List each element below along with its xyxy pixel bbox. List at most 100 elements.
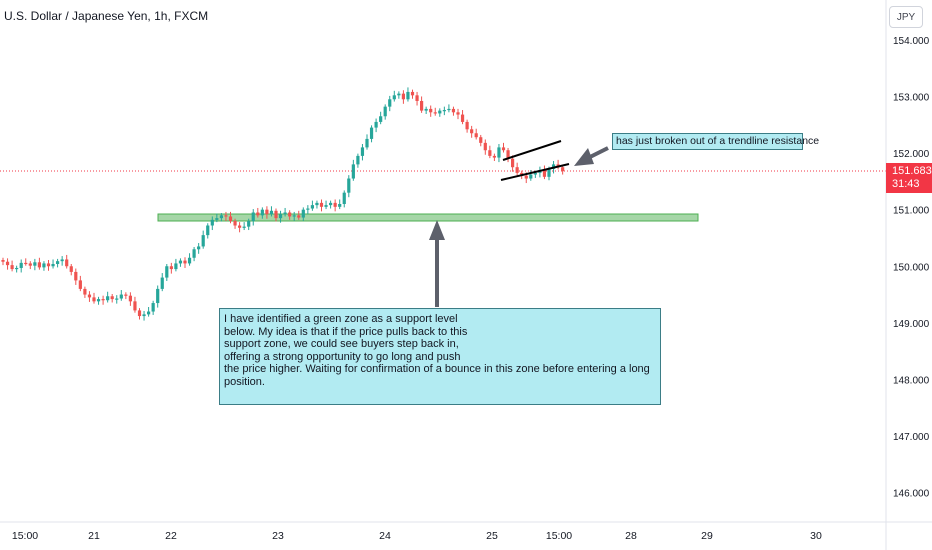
- y-tick-label: 149.000: [893, 319, 930, 330]
- candle: [37, 257, 41, 270]
- candle: [278, 210, 283, 223]
- candle-body: [124, 294, 128, 296]
- candle: [470, 125, 474, 138]
- candle: [201, 230, 205, 249]
- candle-body: [92, 297, 96, 302]
- candle-body: [561, 167, 565, 172]
- candle: [60, 256, 64, 266]
- candle-body: [319, 202, 324, 207]
- x-tick-label: 25: [486, 530, 498, 542]
- candle: [488, 145, 492, 159]
- trendline-lower[interactable]: [500, 163, 570, 181]
- candle-body: [529, 174, 533, 179]
- candle-body: [333, 202, 337, 207]
- candle-body: [174, 263, 178, 270]
- price-axis: 154.000 153.000 152.000 151.000 150.000 149.0…: [893, 36, 930, 500]
- y-tick-label: 151.000: [893, 206, 930, 217]
- candle: [256, 207, 260, 218]
- candle: [15, 265, 19, 273]
- candle: [101, 295, 105, 305]
- candle-body: [251, 212, 255, 221]
- breakout-arrow[interactable]: [574, 146, 609, 166]
- candle-body: [197, 246, 201, 250]
- candle: [360, 144, 365, 161]
- candle-body: [192, 249, 196, 258]
- candle-body: [33, 262, 37, 266]
- y-tick-label: 146.000: [893, 489, 930, 500]
- currency-button[interactable]: JPY: [889, 6, 923, 28]
- candle: [151, 300, 155, 315]
- support-zone[interactable]: [157, 213, 699, 222]
- candle: [460, 110, 465, 125]
- candle: [342, 190, 346, 208]
- candle: [178, 258, 183, 267]
- candle: [465, 119, 469, 133]
- candle-body: [356, 155, 360, 165]
- candle: [379, 111, 383, 125]
- candle-body: [429, 108, 433, 113]
- candle-body: [292, 215, 296, 217]
- candle-body: [46, 263, 51, 267]
- candle: [497, 144, 501, 163]
- candle: [292, 211, 296, 221]
- candle: [65, 254, 69, 269]
- candle-body: [238, 225, 242, 228]
- candle-body: [137, 310, 142, 317]
- candle: [269, 206, 274, 217]
- support-note[interactable]: I have identified a green zone as a supp…: [219, 308, 661, 405]
- candle: [87, 291, 92, 302]
- candle: [474, 128, 478, 140]
- candle-body: [406, 91, 410, 100]
- candle-body: [210, 219, 214, 226]
- candle-body: [206, 225, 210, 236]
- candle: [438, 108, 442, 117]
- candle: [206, 223, 210, 239]
- breakout-note[interactable]: has just broken out of a trendline resis…: [612, 133, 819, 150]
- candle-body: [60, 259, 64, 262]
- candle: [219, 213, 223, 222]
- support-arrow[interactable]: [429, 220, 445, 307]
- candle-body: [10, 265, 14, 270]
- candle: [187, 253, 192, 266]
- candle: [247, 218, 251, 231]
- trendline-upper[interactable]: [502, 140, 562, 161]
- candle: [83, 286, 87, 298]
- candle: [242, 222, 246, 231]
- candle-body: [151, 303, 155, 312]
- y-tick-label: 150.000: [893, 262, 930, 273]
- x-tick-label: 29: [701, 530, 713, 542]
- candle-body: [497, 147, 501, 158]
- candle-body: [87, 294, 92, 298]
- candle: [301, 207, 305, 221]
- candle-body: [51, 263, 55, 267]
- candle: [324, 200, 328, 210]
- candle-body: [511, 158, 515, 168]
- candle-body: [278, 214, 283, 219]
- candle-body: [492, 155, 496, 158]
- candle: [106, 291, 110, 303]
- candle-body: [365, 138, 369, 148]
- candle: [556, 159, 560, 170]
- candle-body: [465, 121, 469, 130]
- candle-body: [228, 216, 233, 221]
- candle: [310, 200, 314, 211]
- candle-body: [265, 209, 269, 215]
- candle-body: [56, 261, 60, 264]
- candles: [1, 87, 565, 321]
- candle-body: [169, 266, 173, 270]
- y-tick-label: 153.000: [893, 92, 930, 103]
- candle-body: [351, 164, 355, 179]
- candle-body: [306, 208, 310, 210]
- candle: [119, 290, 123, 301]
- x-tick-label: 23: [272, 530, 284, 542]
- candle-body: [283, 212, 287, 215]
- candle: [288, 210, 292, 220]
- candle-body: [447, 108, 451, 111]
- candle: [333, 199, 337, 212]
- candle: [260, 207, 264, 219]
- x-tick-label: 15:00: [12, 530, 38, 542]
- candle-body: [483, 142, 487, 151]
- candle-body: [269, 210, 274, 215]
- candle: [251, 209, 255, 226]
